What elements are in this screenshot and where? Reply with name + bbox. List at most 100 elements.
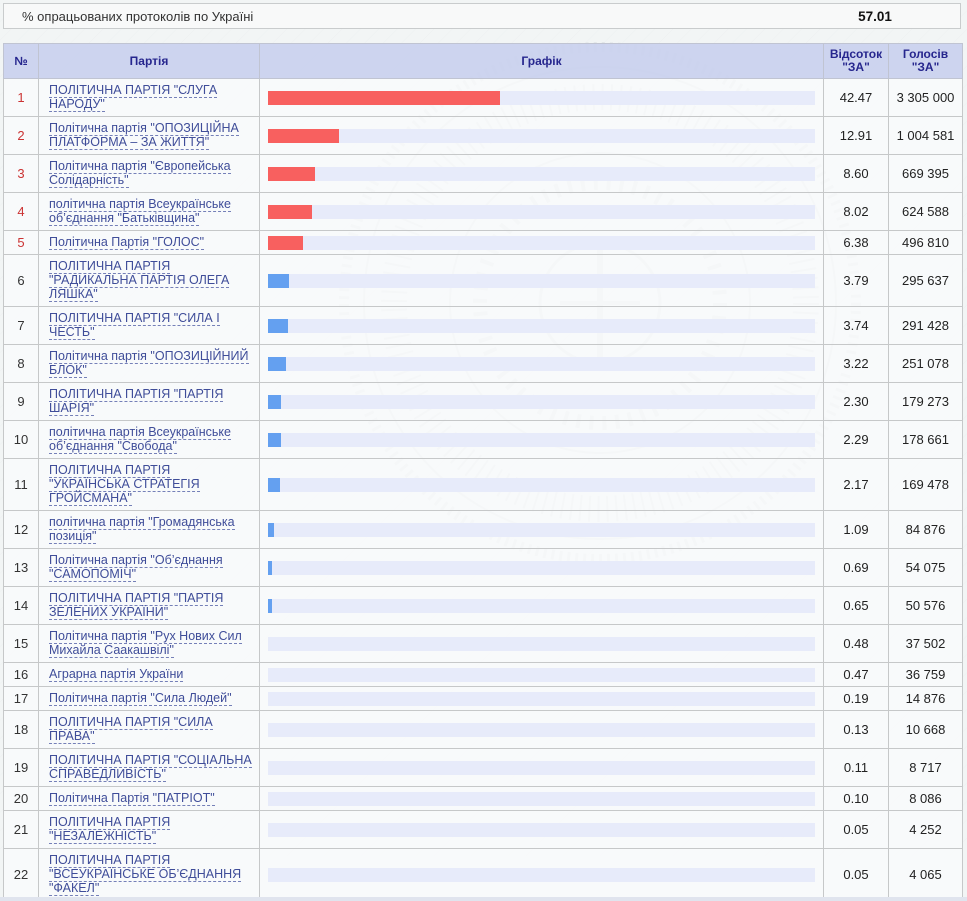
party-link[interactable]: Політична партія "ОПОЗИЦІЙНА ПЛАТФОРМА –… xyxy=(49,121,239,150)
percent-value: 0.48 xyxy=(823,624,889,663)
party-link[interactable]: ПОЛІТИЧНА ПАРТІЯ "НЕЗАЛЕЖНІСТЬ" xyxy=(49,815,171,844)
graph-cell xyxy=(259,710,824,749)
party-cell: ПОЛІТИЧНА ПАРТІЯ "ВСЕУКРАЇНСЬКЕ ОБ’ЄДНАН… xyxy=(38,848,260,901)
bar-fill xyxy=(268,204,312,219)
bar-track xyxy=(268,822,815,837)
bar-track xyxy=(268,598,815,613)
bar-fill xyxy=(268,560,272,575)
party-link[interactable]: ПОЛІТИЧНА ПАРТІЯ "РАДИКАЛЬНА ПАРТІЯ ОЛЕГ… xyxy=(49,259,230,302)
percent-value: 3.22 xyxy=(823,344,889,383)
party-link[interactable]: Політична партія "Рух Нових Сил Михайла … xyxy=(49,629,242,658)
table-row: 12 політична партія "Громадянська позиці… xyxy=(3,510,963,549)
bar-track xyxy=(268,722,815,737)
bar-fill xyxy=(268,598,272,613)
party-link[interactable]: ПОЛІТИЧНА ПАРТІЯ "ПАРТІЯ ЗЕЛЕНИХ УКРАЇНИ… xyxy=(49,591,224,620)
bar-track xyxy=(268,477,815,492)
table-row: 6 ПОЛІТИЧНА ПАРТІЯ "РАДИКАЛЬНА ПАРТІЯ ОЛ… xyxy=(3,254,963,307)
row-rank: 2 xyxy=(3,116,39,155)
col-header-percent: Відсоток "ЗА" xyxy=(823,43,889,79)
table-row: 8 Політична партія "ОПОЗИЦІЙНИЙ БЛОК" 3.… xyxy=(3,344,963,383)
party-link[interactable]: політична партія "Громадянська позиція" xyxy=(49,515,235,544)
col-header-votes: Голосів "ЗА" xyxy=(888,43,963,79)
bar-track xyxy=(268,273,815,288)
graph-cell xyxy=(259,510,824,549)
row-rank: 18 xyxy=(3,710,39,749)
party-cell: Політична партія "Об’єднання "САМОПОМІЧ" xyxy=(38,548,260,587)
bar-fill xyxy=(268,432,281,447)
percent-value: 2.30 xyxy=(823,382,889,421)
protocols-processed-label: % опрацьованих протоколів по Україні xyxy=(22,8,254,24)
votes-value: 295 637 xyxy=(888,254,963,307)
table-row: 10 політична партія Всеукраїнське об’єдн… xyxy=(3,420,963,459)
graph-cell xyxy=(259,624,824,663)
party-link[interactable]: ПОЛІТИЧНА ПАРТІЯ "СИЛА І ЧЕСТЬ" xyxy=(49,311,220,340)
graph-cell xyxy=(259,686,824,711)
party-cell: Політична партія "Європейська Солідарніс… xyxy=(38,154,260,193)
party-link[interactable]: політична партія Всеукраїнське об’єднанн… xyxy=(49,197,231,226)
graph-cell xyxy=(259,662,824,687)
party-cell: ПОЛІТИЧНА ПАРТІЯ "РАДИКАЛЬНА ПАРТІЯ ОЛЕГ… xyxy=(38,254,260,307)
party-link[interactable]: ПОЛІТИЧНА ПАРТІЯ "СИЛА ПРАВА" xyxy=(49,715,213,744)
party-cell: ПОЛІТИЧНА ПАРТІЯ "СЛУГА НАРОДУ" xyxy=(38,78,260,117)
party-link[interactable]: Політична партія "Сила Людей" xyxy=(49,691,232,706)
party-link[interactable]: ПОЛІТИЧНА ПАРТІЯ "ВСЕУКРАЇНСЬКЕ ОБ’ЄДНАН… xyxy=(49,853,242,896)
percent-value: 2.29 xyxy=(823,420,889,459)
party-link[interactable]: Політична Партія "ГОЛОС" xyxy=(49,235,205,250)
percent-value: 0.11 xyxy=(823,748,889,787)
table-row: 20 Політична Партія "ПАТРІОТ" 0.10 8 086 xyxy=(3,786,963,811)
percent-value: 8.60 xyxy=(823,154,889,193)
party-cell: ПОЛІТИЧНА ПАРТІЯ "СОЦІАЛЬНА СПРАВЕДЛИВІС… xyxy=(38,748,260,787)
row-rank: 16 xyxy=(3,662,39,687)
row-rank: 10 xyxy=(3,420,39,459)
percent-value: 0.13 xyxy=(823,710,889,749)
party-link[interactable]: політична партія Всеукраїнське об’єднанн… xyxy=(49,425,231,454)
percent-value: 0.05 xyxy=(823,810,889,849)
row-rank: 21 xyxy=(3,810,39,849)
party-cell: ПОЛІТИЧНА ПАРТІЯ "СИЛА ПРАВА" xyxy=(38,710,260,749)
party-link[interactable]: ПОЛІТИЧНА ПАРТІЯ "СОЦІАЛЬНА СПРАВЕДЛИВІС… xyxy=(49,753,252,782)
page: % опрацьованих протоколів по Україні 57.… xyxy=(0,3,967,901)
bar-track xyxy=(268,867,815,882)
table-row: 5 Політична Партія "ГОЛОС" 6.38 496 810 xyxy=(3,230,963,255)
party-link[interactable]: Політична партія "Європейська Солідарніс… xyxy=(49,159,231,188)
bar-track xyxy=(268,760,815,775)
votes-value: 37 502 xyxy=(888,624,963,663)
bar-track xyxy=(268,667,815,682)
votes-value: 50 576 xyxy=(888,586,963,625)
party-cell: ПОЛІТИЧНА ПАРТІЯ "ПАРТІЯ ЗЕЛЕНИХ УКРАЇНИ… xyxy=(38,586,260,625)
bar-track xyxy=(268,432,815,447)
bar-track xyxy=(268,636,815,651)
percent-value: 1.09 xyxy=(823,510,889,549)
graph-cell xyxy=(259,420,824,459)
party-cell: ПОЛІТИЧНА ПАРТІЯ "ПАРТІЯ ШАРІЯ" xyxy=(38,382,260,421)
graph-cell xyxy=(259,254,824,307)
bar-track xyxy=(268,522,815,537)
party-link[interactable]: Політична партія "ОПОЗИЦІЙНИЙ БЛОК" xyxy=(49,349,249,378)
table-row: 19 ПОЛІТИЧНА ПАРТІЯ "СОЦІАЛЬНА СПРАВЕДЛИ… xyxy=(3,748,963,787)
percent-value: 0.69 xyxy=(823,548,889,587)
row-rank: 5 xyxy=(3,230,39,255)
row-rank: 8 xyxy=(3,344,39,383)
party-link[interactable]: Аграрна партія України xyxy=(49,667,184,682)
table-row: 7 ПОЛІТИЧНА ПАРТІЯ "СИЛА І ЧЕСТЬ" 3.74 2… xyxy=(3,306,963,345)
party-cell: Політична партія "ОПОЗИЦІЙНА ПЛАТФОРМА –… xyxy=(38,116,260,155)
party-link[interactable]: Політична Партія "ПАТРІОТ" xyxy=(49,791,215,806)
party-link[interactable]: Політична партія "Об’єднання "САМОПОМІЧ" xyxy=(49,553,223,582)
graph-cell xyxy=(259,192,824,231)
table-row: 1 ПОЛІТИЧНА ПАРТІЯ "СЛУГА НАРОДУ" 42.47 … xyxy=(3,78,963,117)
row-rank: 20 xyxy=(3,786,39,811)
bar-fill xyxy=(268,235,303,250)
party-link[interactable]: ПОЛІТИЧНА ПАРТІЯ "СЛУГА НАРОДУ" xyxy=(49,83,218,112)
bar-fill xyxy=(268,166,316,181)
votes-value: 178 661 xyxy=(888,420,963,459)
row-rank: 13 xyxy=(3,548,39,587)
party-cell: Політична партія "ОПОЗИЦІЙНИЙ БЛОК" xyxy=(38,344,260,383)
table-row: 13 Політична партія "Об’єднання "САМОПОМ… xyxy=(3,548,963,587)
graph-cell xyxy=(259,230,824,255)
table-row: 16 Аграрна партія України 0.47 36 759 xyxy=(3,662,963,687)
bar-fill xyxy=(268,522,274,537)
results-table: № Партія Графік Відсоток "ЗА" Голосів "ЗА"… xyxy=(3,43,963,901)
party-link[interactable]: ПОЛІТИЧНА ПАРТІЯ "ПАРТІЯ ШАРІЯ" xyxy=(49,387,224,416)
party-link[interactable]: ПОЛІТИЧНА ПАРТІЯ "УКРАЇНСЬКА СТРАТЕГІЯ Г… xyxy=(49,463,200,506)
table-row: 14 ПОЛІТИЧНА ПАРТІЯ "ПАРТІЯ ЗЕЛЕНИХ УКРА… xyxy=(3,586,963,625)
